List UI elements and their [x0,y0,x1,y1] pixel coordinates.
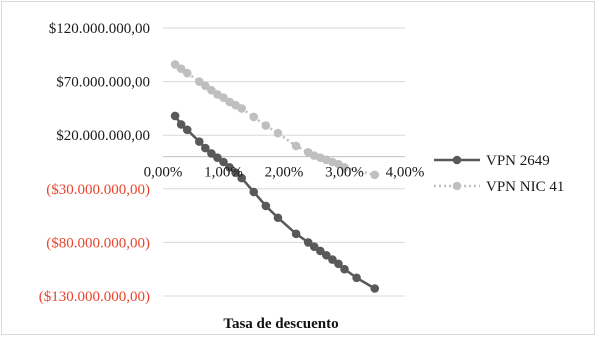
series-1-point-2 [182,68,192,78]
series-0 [170,111,380,293]
series-0-point-4 [201,143,210,153]
series-0-point-8 [225,163,234,172]
series-0-point-21 [340,264,349,274]
series-0-point-12 [261,201,271,211]
series-0-point-1 [176,120,186,129]
series-line-1 [174,63,376,177]
legend: VPN 2649 VPN NIC 41 [434,153,564,195]
x-tick-label-4: 4,00% [386,165,425,181]
series-1-point-13 [273,128,283,138]
series-0-point-3 [195,137,204,146]
y-tick-label-2: $20.000.000,00 [56,128,150,144]
series-1-point-11 [249,112,259,122]
series-0-point-18 [322,250,331,260]
series-1-point-4 [201,81,210,91]
series-1-point-7 [219,93,228,102]
series-layer [170,60,380,293]
series-0-point-19 [328,255,337,264]
legend-swatch-marker-1 [452,181,462,191]
y-tick-labels: $120.000.000,00 $70.000.000,00 $20.000.000… [39,21,150,305]
series-0-point-23 [370,284,380,293]
series-1-point-21 [340,163,349,172]
series-0-point-20 [334,259,343,269]
x-tick-labels: 0,00% 1,00% 2,00% 3,00% 4,00% [144,165,425,181]
x-tick-label-2: 2,00% [265,165,304,181]
x-tick-label-0: 0,00% [144,165,183,181]
series-0-point-11 [249,187,259,197]
series-1 [170,60,380,180]
legend-label-1: VPN NIC 41 [486,179,564,195]
y-tick-label-3: ($30.000.000,00) [46,182,150,198]
series-0-point-16 [309,242,319,251]
x-tick-label-3: 3,00% [325,165,364,181]
legend-label-0: VPN 2649 [486,153,550,169]
series-1-point-10 [237,104,246,113]
x-tick-label-1: 1,00% [204,165,243,181]
series-1-point-3 [195,77,204,86]
series-0-point-10 [237,173,246,183]
series-1-point-5 [207,85,216,95]
legend-swatch-marker-0 [452,155,462,165]
series-0-point-5 [207,149,216,158]
series-0-point-9 [231,168,240,178]
series-1-point-22 [370,170,380,180]
series-0-point-17 [316,246,325,256]
series-0-point-6 [213,153,222,163]
series-0-point-15 [303,238,313,247]
y-tick-label-4: ($80.000.000,00) [46,235,150,251]
series-0-point-14 [291,229,301,239]
series-0-point-13 [273,213,283,223]
series-0-point-22 [352,273,361,283]
series-1-point-1 [176,64,186,74]
series-line-0 [174,115,376,290]
series-0-point-7 [219,157,228,167]
series-0-point-0 [170,111,180,121]
x-axis-label: Tasa de descuento [223,316,338,332]
y-tick-label-0: $120.000.000,00 [49,21,150,37]
series-1-point-14 [291,141,301,151]
series-1-point-12 [261,121,271,130]
y-tick-label-5: ($130.000.000,00) [39,289,150,305]
y-tick-label-1: $70.000.000,00 [56,75,150,91]
gridlines [163,27,405,297]
series-1-point-0 [170,60,180,69]
series-0-point-2 [182,125,192,135]
